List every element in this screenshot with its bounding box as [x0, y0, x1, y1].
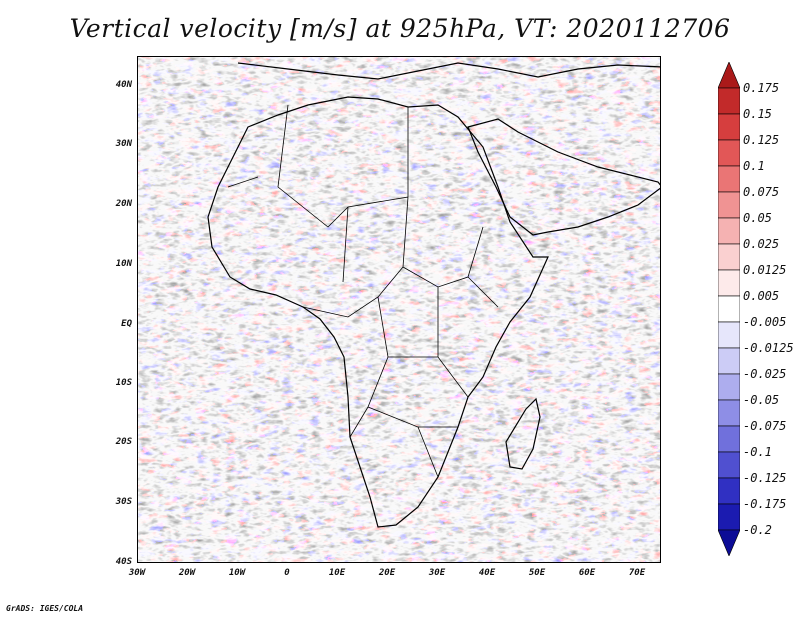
chart-title: Vertical velocity [m/s] at 925hPa, VT: 2… — [69, 14, 731, 43]
lon-label: 10W — [228, 568, 246, 578]
lon-label: 20W — [178, 568, 196, 578]
colorbar-label: 0.15 — [743, 107, 772, 121]
colorbar-label: -0.175 — [743, 497, 787, 511]
lon-label: 70E — [628, 568, 646, 578]
colorbar-cell — [718, 87, 740, 115]
colorbar-cell — [718, 269, 740, 297]
colorbar-label: 0.175 — [743, 81, 780, 95]
colorbar-label: 0.125 — [743, 133, 780, 147]
colorbar-label: 0.1 — [743, 159, 765, 173]
colorbar-cell — [718, 347, 740, 375]
lat-label: 20S — [115, 437, 132, 447]
colorbar-bottom-arrow — [718, 529, 740, 556]
colorbar-cell — [718, 113, 740, 141]
lat-label: 40S — [115, 557, 132, 567]
country-borders — [227, 104, 499, 478]
lat-label: 30N — [115, 139, 132, 149]
colorbar-label: 0.005 — [743, 289, 780, 303]
colorbar-cell — [718, 399, 740, 427]
colorbar-cell — [718, 217, 740, 245]
coastlines — [207, 62, 660, 528]
africa-coastline — [207, 96, 549, 528]
lon-label: 60E — [578, 568, 596, 578]
colorbar-cell — [718, 165, 740, 193]
colorbar-cell — [718, 503, 740, 531]
colorbar-label: -0.005 — [743, 315, 787, 329]
colorbar-label: -0.075 — [743, 419, 787, 433]
colorbar-cell — [718, 477, 740, 505]
colorbar-label: -0.0125 — [743, 341, 794, 355]
lat-label: 20N — [115, 199, 132, 209]
colorbar-label: -0.2 — [743, 523, 772, 537]
colorbar — [718, 62, 740, 556]
arabia-coastline — [467, 118, 660, 236]
colorbar-cell — [718, 243, 740, 271]
lon-label: 30E — [428, 568, 446, 578]
europe-coastline — [237, 62, 660, 80]
vertical-velocity-field — [138, 57, 660, 562]
colorbar-label: 0.025 — [743, 237, 780, 251]
lon-label: 0 — [284, 568, 290, 578]
colorbar-top-arrow — [718, 62, 740, 89]
lat-label: 30S — [115, 497, 132, 507]
colorbar-cell — [718, 451, 740, 479]
lon-label: 30W — [128, 568, 146, 578]
colorbar-label: -0.1 — [743, 445, 772, 459]
lat-label: 40N — [115, 80, 132, 90]
colorbar-cell — [718, 321, 740, 349]
colorbar-label: 0.075 — [743, 185, 780, 199]
lon-label: 40E — [478, 568, 496, 578]
colorbar-label: 0.0125 — [743, 263, 787, 277]
colorbar-cell — [718, 295, 740, 323]
credit-text: GrADS: IGES/COLA — [6, 604, 84, 613]
lat-label: 10N — [115, 259, 132, 269]
lon-label: 50E — [528, 568, 546, 578]
lon-label: 20E — [378, 568, 396, 578]
colorbar-cell — [718, 139, 740, 167]
lon-label: 10E — [328, 568, 346, 578]
colorbar-cell — [718, 191, 740, 219]
colorbar-label: -0.05 — [743, 393, 780, 407]
map-panel — [137, 56, 661, 563]
colorbar-cell — [718, 373, 740, 401]
colorbar-label: -0.025 — [743, 367, 787, 381]
lat-label: EQ — [121, 319, 132, 329]
lat-label: 10S — [115, 378, 132, 388]
madagascar-coastline — [505, 397, 541, 470]
colorbar-label: 0.05 — [743, 211, 772, 225]
colorbar-cell — [718, 425, 740, 453]
colorbar-label: -0.125 — [743, 471, 787, 485]
velocity-field-map — [138, 57, 660, 562]
